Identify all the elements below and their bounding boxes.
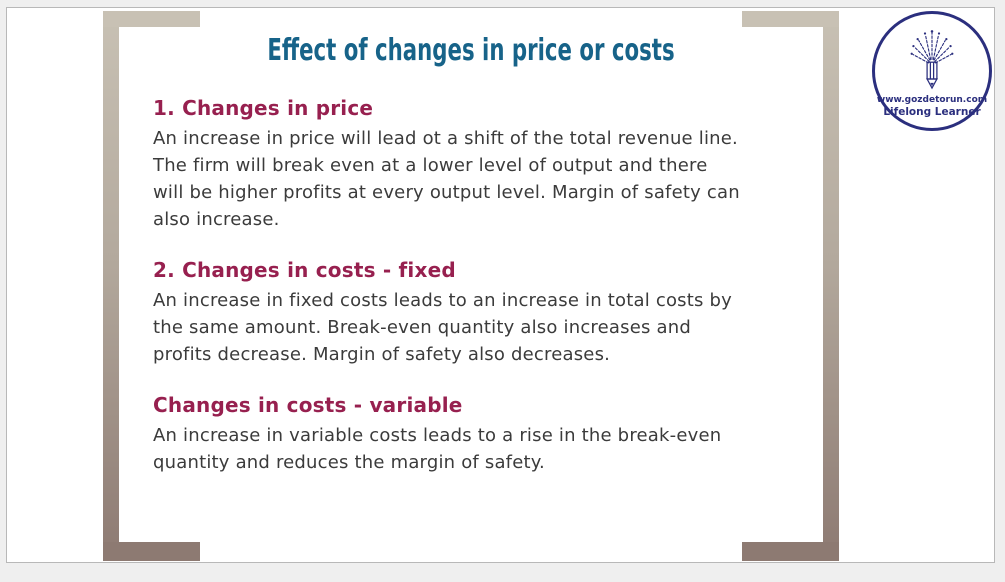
logo-badge: www.gozdetorun.com Lifelong Learner [872, 11, 992, 131]
frame-top-right-tab [742, 11, 839, 27]
logo-tagline: Lifelong Learner [883, 106, 981, 118]
frame-top-left-tab [103, 11, 200, 27]
section-body: An increase in price will lead ot a shif… [153, 128, 740, 230]
section-body: An increase in variable costs leads to a… [153, 425, 722, 473]
frame-bottom-right-tab [742, 542, 839, 561]
frame-right-bar [823, 11, 839, 561]
section-heading: Changes in costs - variable [153, 393, 463, 417]
frame-bottom-left-tab [103, 542, 200, 561]
frame-left-bar [103, 11, 119, 561]
section-heading: 1. Changes in price [153, 96, 374, 120]
section-heading: 2. Changes in costs - fixed [153, 258, 456, 282]
slide-title: Effect of changes in price or costs [267, 32, 675, 68]
section-changes-in-price: 1. Changes in price An increase in price… [153, 96, 853, 233]
logo-url: www.gozdetorun.com [876, 95, 988, 105]
section-changes-in-costs-fixed: 2. Changes in costs - fixed An increase … [153, 258, 853, 368]
pencil-tree-icon [910, 30, 954, 90]
slide-card: Effect of changes in price or costs 1. C… [6, 7, 995, 563]
slide-content: 1. Changes in price An increase in price… [153, 96, 853, 501]
section-body: An increase in fixed costs leads to an i… [153, 290, 732, 365]
section-changes-in-costs-variable: Changes in costs - variable An increase … [153, 393, 853, 476]
